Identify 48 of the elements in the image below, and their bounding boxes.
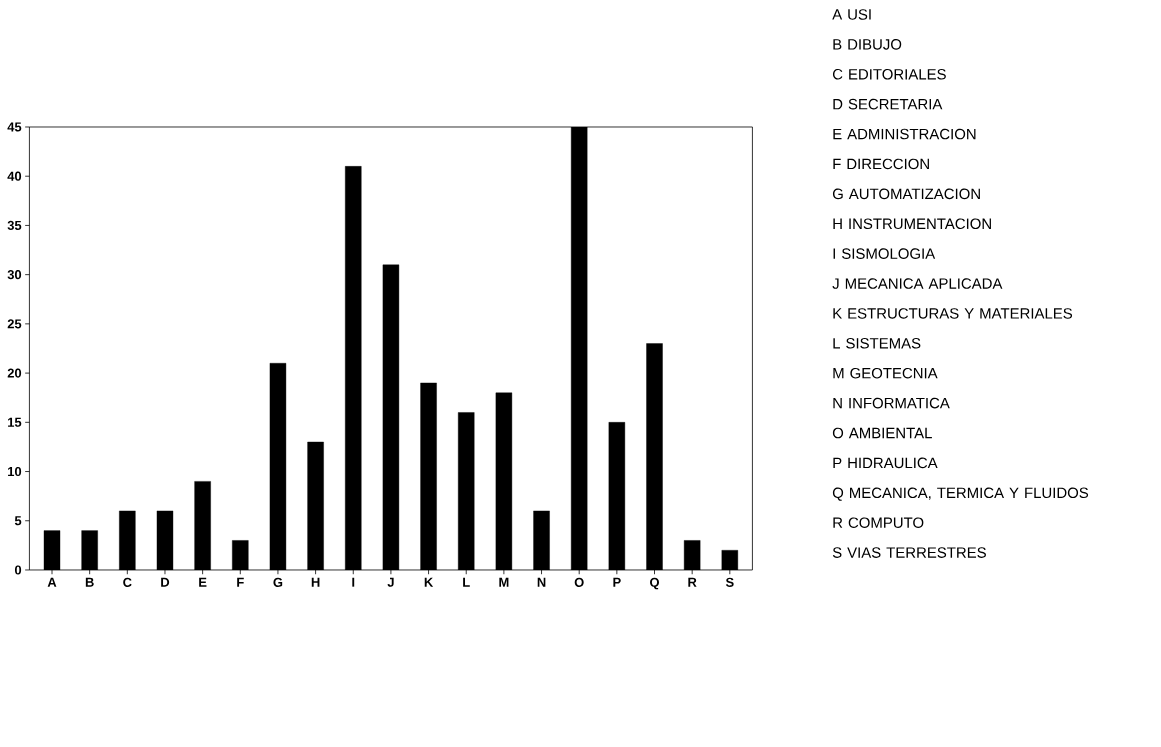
x-tick-label: A bbox=[47, 577, 57, 587]
text: B DIBUJO bbox=[833, 39, 902, 50]
x-tick-label: G bbox=[273, 577, 283, 587]
y-tick-label: 30 bbox=[7, 270, 22, 280]
text: F DIRECCION bbox=[833, 158, 929, 170]
text: L SISTEMAS bbox=[833, 338, 921, 349]
text: A USI bbox=[832, 9, 871, 20]
text: G AUTOMATIZACION bbox=[832, 188, 980, 200]
text: J MECANICA APLICADA bbox=[832, 278, 1003, 289]
text: S VIAS TERRESTRES bbox=[832, 547, 986, 558]
y-tick-label: 35 bbox=[7, 220, 22, 231]
text: H INSTRUMENTACION bbox=[833, 218, 991, 230]
y-tick-label: 45 bbox=[7, 122, 22, 132]
x-tick-label: M bbox=[499, 577, 509, 587]
text: K ESTRUCTURAS Y MATERIALES bbox=[833, 308, 1073, 319]
y-tick-label: 15 bbox=[8, 417, 22, 427]
x-tick-label: N bbox=[537, 577, 546, 587]
y-tick-label: 5 bbox=[14, 516, 22, 526]
x-tick-label: J bbox=[387, 577, 394, 587]
text: Q MECANICA, TERMICA Y FLUIDOS bbox=[832, 487, 1089, 501]
text: O AMBIENTAL bbox=[832, 427, 932, 439]
x-tick-label: Q bbox=[650, 577, 660, 590]
text: C EDITORIALES bbox=[832, 68, 946, 80]
text: M GEOTECNIA bbox=[833, 367, 938, 379]
x-tick-label: C bbox=[123, 577, 132, 587]
x-tick-label: P bbox=[613, 577, 621, 587]
text: E ADMINISTRACION bbox=[833, 128, 976, 140]
y-tick-label: 40 bbox=[7, 171, 22, 181]
x-tick-label: F bbox=[237, 577, 244, 587]
x-tick-label: R bbox=[688, 577, 697, 587]
y-tick-label: 10 bbox=[8, 466, 22, 477]
x-tick-label: I bbox=[352, 577, 355, 587]
y-tick-label: 20 bbox=[7, 368, 22, 378]
y-tick-label: 0 bbox=[14, 565, 22, 575]
x-tick-label: K bbox=[424, 577, 434, 587]
y-tick-label: 25 bbox=[7, 319, 22, 329]
x-tick-label: E bbox=[199, 577, 207, 587]
text: N INFORMATICA bbox=[833, 397, 950, 409]
x-tick-label: B bbox=[85, 577, 94, 587]
x-tick-label: O bbox=[574, 577, 584, 587]
text: I SISMOLOGIA bbox=[833, 248, 936, 259]
x-tick-label: H bbox=[311, 577, 320, 587]
x-tick-label: D bbox=[161, 577, 170, 587]
text: R COMPUTO bbox=[833, 517, 924, 528]
x-tick-label: S bbox=[725, 577, 734, 587]
x-tick-label: L bbox=[463, 577, 470, 587]
text: D SECRETARIA bbox=[833, 98, 943, 110]
text: P HIDRAULICA bbox=[833, 457, 938, 469]
